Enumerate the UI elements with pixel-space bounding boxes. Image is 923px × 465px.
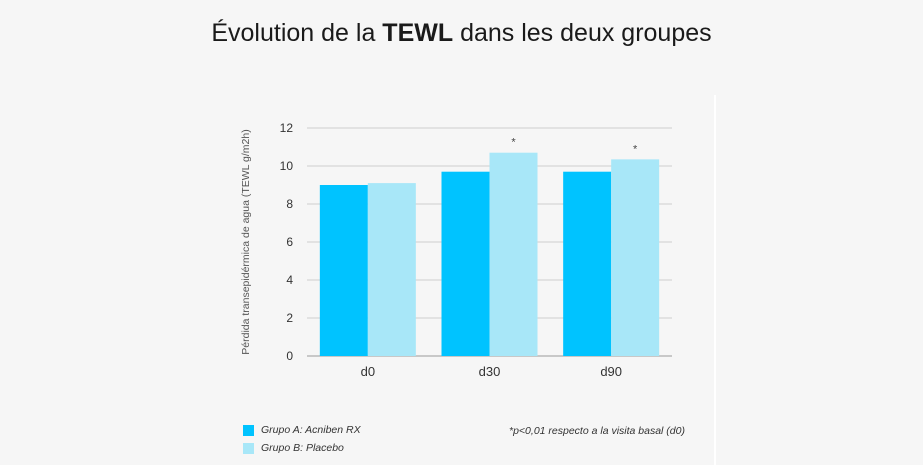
x-tick-label: d30 xyxy=(479,364,501,379)
legend-item-group-a: Grupo A: Acniben RX xyxy=(243,421,361,439)
y-tick-label: 10 xyxy=(280,159,294,173)
bar xyxy=(319,185,368,356)
bar xyxy=(367,183,416,356)
legend: Grupo A: Acniben RX Grupo B: Placebo xyxy=(243,421,361,457)
bar xyxy=(489,152,538,356)
x-tick-label: d90 xyxy=(600,364,622,379)
bar xyxy=(563,171,612,356)
chart-title: Évolution de la TEWL dans les deux group… xyxy=(0,18,923,48)
significance-marker: * xyxy=(511,137,516,149)
legend-swatch-group-b xyxy=(243,442,254,454)
legend-item-group-b: Grupo B: Placebo xyxy=(243,439,361,457)
title-suffix: dans les deux groupes xyxy=(453,19,712,47)
panel-divider xyxy=(714,95,716,465)
y-tick-label: 2 xyxy=(286,311,293,325)
x-tick-label: d0 xyxy=(361,364,375,379)
legend-swatch-group-a xyxy=(243,424,254,436)
y-tick-label: 6 xyxy=(286,235,293,249)
y-tick-label: 8 xyxy=(286,197,293,211)
legend-label-group-b: Grupo B: Placebo xyxy=(261,442,344,454)
significance-marker: * xyxy=(633,143,638,155)
bar xyxy=(611,159,660,356)
y-tick-label: 4 xyxy=(286,273,293,287)
y-tick-label: 0 xyxy=(286,349,293,363)
y-tick-label: 12 xyxy=(280,121,294,135)
title-bold: TEWL xyxy=(382,19,454,47)
legend-label-group-a: Grupo A: Acniben RX xyxy=(261,424,361,436)
y-axis-label: Pérdida transepidérmica de agua (TEWL g/… xyxy=(240,129,252,354)
title-prefix: Évolution de la xyxy=(211,19,383,47)
footnote: *p<0,01 respecto a la visita basal (d0) xyxy=(509,425,685,437)
bar xyxy=(441,171,490,356)
